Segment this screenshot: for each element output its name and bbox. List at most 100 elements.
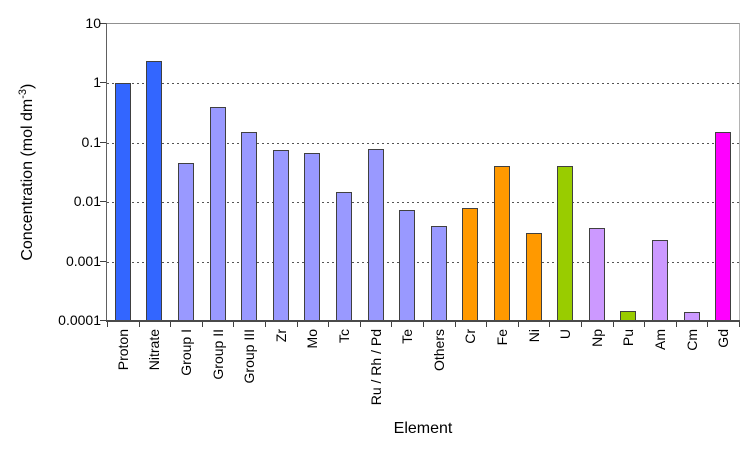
bar-mo [304, 153, 320, 321]
x-label-text: Ru / Rh / Pd [368, 329, 384, 406]
bar-u [557, 166, 573, 321]
bar-group-iii [241, 132, 257, 321]
x-label-text: Tc [336, 329, 352, 343]
x-axis-tick [581, 322, 582, 327]
x-label-text: Te [399, 329, 415, 344]
x-axis-tick [360, 322, 361, 327]
x-label-others: Others [430, 329, 448, 371]
x-label-zr: Zr [272, 329, 290, 342]
bar-ni [526, 233, 542, 321]
x-label-pu: Pu [619, 329, 637, 346]
y-axis-tick [100, 261, 106, 262]
y-axis-line [106, 23, 107, 321]
bar-tc [336, 192, 352, 321]
x-axis-tick [107, 322, 108, 327]
y-tick-label-0-01: 0.01 [73, 193, 101, 209]
x-label-proton: Proton [114, 329, 132, 370]
x-label-text: Nitrate [146, 329, 162, 371]
bar-others [431, 226, 447, 321]
bar-nitrate [146, 61, 162, 321]
x-label-text: Group II [210, 329, 226, 380]
x-label-text: Gd [715, 329, 731, 348]
x-label-text: Group III [241, 329, 257, 384]
y-tick-label-0-001: 0.001 [65, 253, 101, 269]
bar-te [399, 210, 415, 321]
bar-gd [715, 132, 731, 321]
gridline-0-1 [107, 142, 739, 144]
x-label-text: U [557, 329, 573, 340]
x-axis-tick [739, 322, 740, 327]
y-axis-title-text: Concentration (mol dm [19, 98, 37, 261]
x-label-text: Pu [620, 329, 636, 347]
x-label-text: Am [652, 329, 668, 350]
bar-am [652, 240, 668, 321]
x-axis-tick [265, 322, 266, 327]
bar-fe [494, 166, 510, 321]
x-axis-tick [707, 322, 708, 327]
bar-group-i [178, 163, 194, 321]
x-axis-tick [328, 322, 329, 327]
x-axis-tick [455, 322, 456, 327]
x-label-text: Mo [304, 329, 320, 349]
bar-proton [115, 83, 131, 321]
x-axis-tick [518, 322, 519, 327]
y-axis-title-superscript: -3 [16, 89, 29, 99]
gridline-0-001 [107, 261, 739, 263]
x-axis-tick [486, 322, 487, 327]
y-tick-label-0-0001: 0.0001 [58, 312, 101, 328]
x-label-ni: Ni [525, 329, 543, 342]
x-label-np: Np [588, 329, 606, 347]
x-label-tc: Tc [335, 329, 353, 343]
bar-cr [462, 208, 478, 321]
plot-area [107, 23, 740, 321]
y-axis-tick [100, 23, 106, 24]
x-label-text: Cm [684, 329, 700, 351]
x-axis-tick [233, 322, 234, 327]
x-label-gd: Gd [714, 329, 732, 348]
x-label-text: Zr [273, 329, 289, 343]
bar-group-ii [210, 107, 226, 321]
x-axis-title: Element [393, 420, 453, 437]
x-axis-tick [170, 322, 171, 327]
x-label-am: Am [651, 329, 669, 350]
x-axis-tick [202, 322, 203, 327]
x-axis-tick [423, 322, 424, 327]
x-axis-line [106, 320, 740, 322]
x-label-cm: Cm [683, 329, 701, 351]
x-label-text: Cr [462, 329, 478, 344]
x-label-u: U [556, 329, 574, 339]
y-tick-label-0-1: 0.1 [81, 134, 101, 150]
y-axis-tick [100, 320, 106, 321]
x-label-ru-rh-pd: Ru / Rh / Pd [367, 329, 385, 405]
x-axis-tick [549, 322, 550, 327]
bar-ru-rh-pd [368, 149, 384, 321]
x-axis-tick [391, 322, 392, 327]
x-label-text: Ni [526, 329, 542, 343]
x-label-fe: Fe [493, 329, 511, 345]
x-axis-tick [613, 322, 614, 327]
x-label-text: Np [589, 329, 605, 347]
x-label-text: Others [431, 329, 447, 372]
y-axis-tick [100, 82, 106, 83]
y-axis-tick [100, 142, 106, 143]
x-label-te: Te [398, 329, 416, 344]
gridline-0-01 [107, 202, 739, 204]
bar-np [589, 228, 605, 321]
x-label-mo: Mo [303, 329, 321, 348]
x-axis-tick [644, 322, 645, 327]
x-label-text: Proton [115, 329, 131, 371]
x-label-group-ii: Group II [209, 329, 227, 380]
x-label-cr: Cr [461, 329, 479, 344]
x-axis-tick [676, 322, 677, 327]
x-label-nitrate: Nitrate [145, 329, 163, 370]
x-label-text: Fe [494, 329, 510, 346]
bar-zr [273, 150, 289, 321]
y-tick-label-1: 1 [93, 74, 101, 90]
x-label-group-iii: Group III [240, 329, 258, 383]
x-label-group-i: Group I [177, 329, 195, 376]
y-tick-label-10: 10 [85, 15, 101, 31]
y-axis-tick [100, 201, 106, 202]
gridline-1 [107, 83, 739, 85]
x-axis-tick [297, 322, 298, 327]
